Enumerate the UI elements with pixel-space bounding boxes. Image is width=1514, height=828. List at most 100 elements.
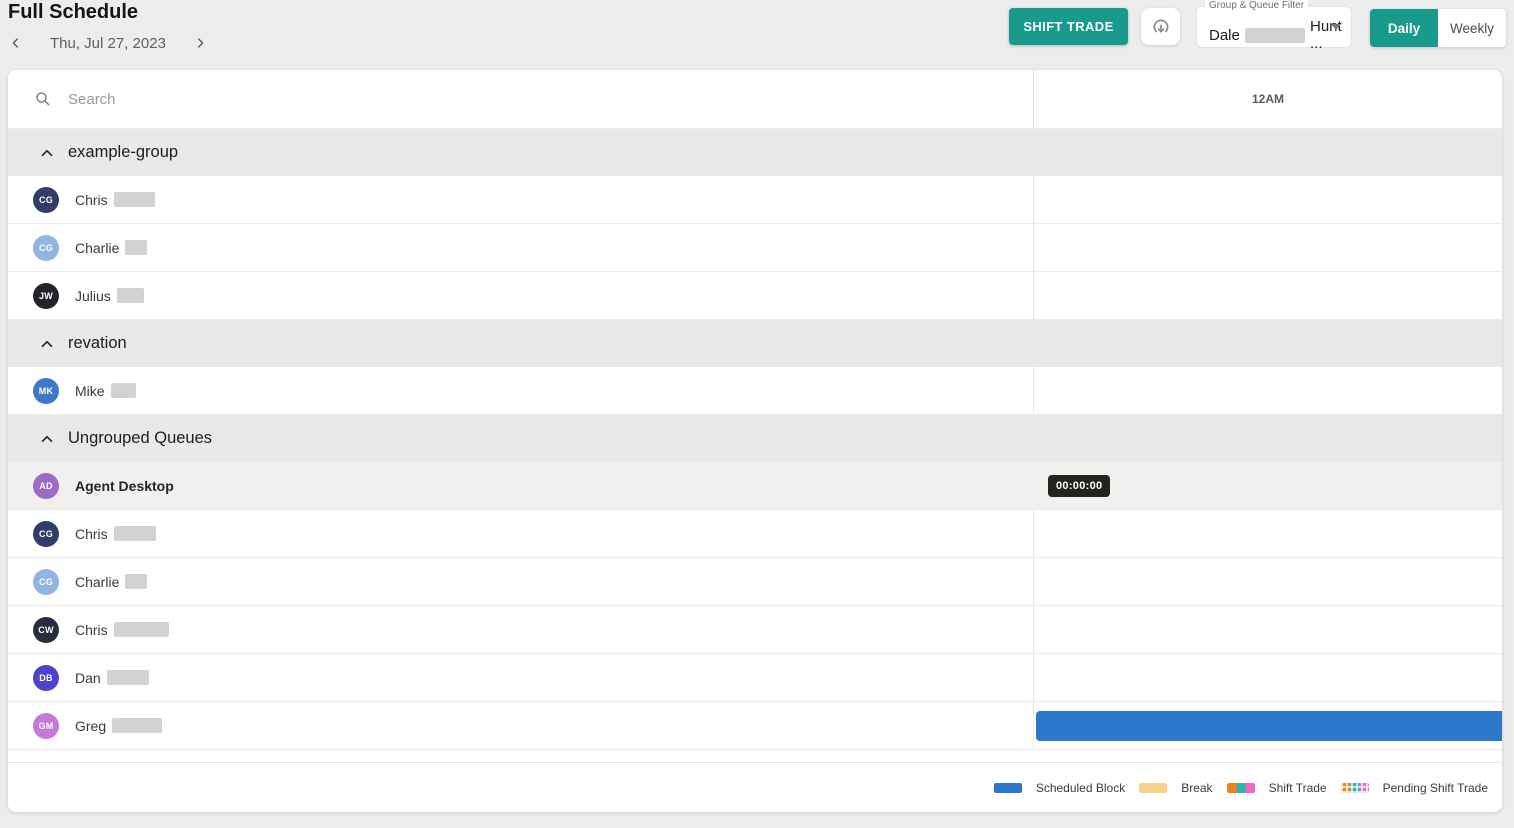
schedule-row[interactable]: AD Agent Desktop 00:00:00 (8, 462, 1502, 510)
row-timeline (1033, 176, 1502, 223)
row-person: AD Agent Desktop (8, 462, 1033, 509)
avatar: CG (33, 568, 59, 595)
next-day-button[interactable] (188, 31, 212, 55)
legend-item: Shift Trade (1226, 780, 1327, 795)
avatar: CG (33, 520, 59, 547)
person-name: Chris (75, 191, 108, 208)
schedule-panel: 12AM example-group CG Chris CG Charlie JW Juli… (8, 70, 1502, 812)
schedule-row[interactable]: JW Julius (8, 272, 1502, 320)
date-navigation: Thu, Jul 27, 2023 (4, 31, 212, 55)
view-toggle: Daily Weekly (1370, 9, 1506, 47)
avatar: CW (33, 616, 59, 643)
schedule-row[interactable]: CW Chris (8, 606, 1502, 654)
daily-tab[interactable]: Daily (1370, 9, 1438, 47)
row-timeline (1033, 558, 1502, 605)
legend-label: Scheduled Block (1035, 780, 1126, 795)
row-timeline (1033, 606, 1502, 653)
legend-swatch (1340, 782, 1369, 793)
redacted-text (112, 718, 163, 733)
row-timeline (1033, 510, 1502, 557)
person-name: Julius (75, 287, 111, 304)
avatar: JW (33, 282, 59, 309)
legend-item: Pending Shift Trade (1340, 781, 1488, 795)
redacted-text (116, 288, 144, 303)
row-person: DB Dan (8, 654, 1033, 701)
person-name: Charlie (75, 573, 120, 590)
schedule-row[interactable]: CG Chris (8, 510, 1502, 558)
chevron-up-icon (41, 340, 53, 347)
chevron-up-icon (41, 435, 53, 442)
schedule-row[interactable]: GM Greg (8, 702, 1502, 750)
schedule-row[interactable]: CG Charlie (8, 224, 1502, 272)
scheduled-block-bar[interactable] (1036, 710, 1502, 741)
legend-item: Break (1139, 780, 1213, 795)
schedule-row[interactable]: CG Chris (8, 176, 1502, 224)
group-header[interactable]: Ungrouped Queues (8, 415, 1502, 462)
row-person: MK Mike (8, 367, 1033, 414)
filter-label: Group & Queue Filter (1205, 0, 1309, 11)
legend-label: Break (1181, 780, 1213, 795)
avatar: GM (33, 712, 59, 739)
grid-header: 12AM (8, 70, 1502, 129)
search-bar (8, 70, 1033, 128)
legend-label: Shift Trade (1268, 780, 1327, 795)
row-person: CG Chris (8, 176, 1033, 223)
schedule-row[interactable]: CG Charlie (8, 558, 1502, 606)
schedule-body: example-group CG Chris CG Charlie JW Julius rev… (8, 129, 1502, 750)
person-name: Chris (75, 525, 108, 542)
time-tick-label: 12AM (1251, 92, 1284, 106)
legend-item: Scheduled Block (993, 780, 1126, 795)
toolbar: SHIFT TRADE Group & Queue Filter Dale Hu… (0, 0, 1514, 60)
redacted-text (113, 622, 169, 637)
redacted-text (106, 670, 149, 685)
group-header[interactable]: example-group (8, 129, 1502, 176)
current-date-label: Thu, Jul 27, 2023 (50, 34, 166, 52)
redacted-text (110, 383, 136, 398)
legend-swatch (993, 782, 1022, 793)
schedule-row[interactable]: DB Dan (8, 654, 1502, 702)
group-name: revation (68, 334, 127, 352)
redacted-text (1244, 27, 1305, 43)
cloud-download-icon (1153, 19, 1168, 33)
group-header[interactable]: revation (8, 320, 1502, 367)
chevron-left-icon (12, 38, 18, 48)
partial-row (8, 750, 1502, 763)
group-name: example-group (68, 143, 179, 161)
person-name: Greg (75, 717, 107, 734)
shift-trade-button[interactable]: SHIFT TRADE (1009, 8, 1128, 45)
avatar: CG (33, 234, 59, 261)
previous-day-button[interactable] (4, 31, 28, 55)
row-person: CG Charlie (8, 558, 1033, 605)
search-icon (36, 92, 50, 106)
row-timeline (1033, 654, 1502, 701)
person-name: Mike (75, 382, 105, 399)
group-name: Ungrouped Queues (68, 429, 213, 447)
redacted-text (113, 526, 156, 541)
row-timeline (1033, 367, 1502, 414)
row-person: JW Julius (8, 272, 1033, 319)
legend-swatch (1139, 782, 1168, 793)
group-queue-filter[interactable]: Group & Queue Filter Dale Hunt ... (1196, 0, 1352, 52)
row-timeline (1033, 702, 1502, 749)
row-timeline (1033, 272, 1502, 319)
person-name: Dan (75, 669, 101, 686)
search-input[interactable] (68, 90, 468, 108)
legend: Scheduled Block Break Shift Trade Pending S… (8, 763, 1502, 812)
cloud-sync-button[interactable] (1141, 8, 1180, 45)
person-name: Agent Desktop (75, 477, 174, 494)
filter-value-prefix: Dale (1209, 26, 1240, 44)
row-timeline: 00:00:00 (1033, 462, 1502, 509)
page-title: Full Schedule (8, 1, 139, 23)
row-timeline (1033, 224, 1502, 271)
redacted-text (125, 240, 148, 255)
row-person: GM Greg (8, 702, 1033, 749)
filter-value: Dale Hunt ... (1209, 18, 1352, 52)
avatar: AD (33, 472, 59, 499)
avatar: DB (33, 664, 59, 691)
avatar: CG (33, 186, 59, 213)
row-person: CW Chris (8, 606, 1033, 653)
schedule-row[interactable]: MK Mike (8, 367, 1502, 415)
weekly-tab[interactable]: Weekly (1438, 9, 1506, 47)
redacted-text (113, 192, 155, 207)
chevron-right-icon (197, 38, 204, 48)
